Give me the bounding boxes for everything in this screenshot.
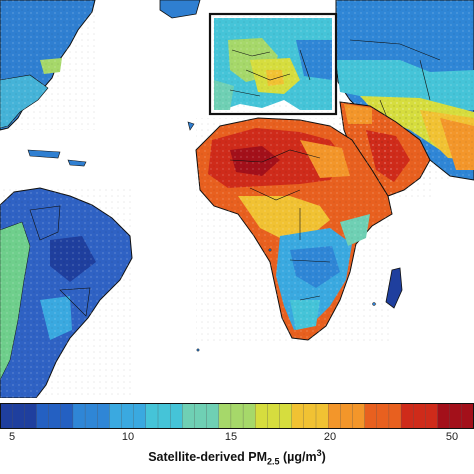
colorbar-cell [376, 403, 390, 429]
arctic-region [159, 0, 201, 131]
colorbar-cell [157, 403, 171, 429]
colorbar-tick-50: 50 [445, 431, 459, 443]
colorbar-cell [194, 403, 208, 429]
colorbar-tick-20: 20 [323, 431, 337, 443]
colorbar-cell [0, 403, 13, 429]
colorbar-cell [97, 403, 111, 429]
colorbar-cell [449, 403, 463, 429]
colorbar-cell [206, 403, 220, 429]
world-pm25-map [0, 0, 474, 398]
legend-title-unit-prefix: (µg/m [279, 450, 317, 465]
colorbar-cell [267, 403, 281, 429]
legend-title-unit-suffix: ) [321, 450, 326, 465]
asia-region [335, 0, 474, 181]
colorbar-cell [109, 403, 123, 429]
colorbar-cells [0, 403, 474, 429]
pm25-colorbar [0, 403, 474, 429]
colorbar-cell [437, 403, 451, 429]
small-islands [196, 248, 376, 352]
colorbar-cell [218, 403, 232, 429]
colorbar-cell [291, 403, 305, 429]
colorbar-cell [303, 403, 317, 429]
colorbar-cell [327, 403, 341, 429]
legend-title-unit-superscript: 3 [316, 448, 322, 458]
colorbar-cell [145, 403, 159, 429]
colorbar-cell [182, 403, 196, 429]
colorbar-tick-10: 10 [121, 431, 135, 443]
africa-region [195, 117, 403, 342]
colorbar-cell [400, 403, 414, 429]
colorbar-cell [169, 403, 183, 429]
colorbar-cell [242, 403, 256, 429]
colorbar-cell [230, 403, 244, 429]
colorbar-tick-5: 5 [8, 431, 16, 443]
south-america-region [0, 187, 133, 398]
colorbar-cell [60, 403, 74, 429]
colorbar-title: Satellite-derived PM2.5 (µg/m3) [0, 448, 474, 467]
colorbar-cell [121, 403, 135, 429]
colorbar-cell [388, 403, 402, 429]
colorbar-cell [11, 403, 25, 429]
colorbar-cell [352, 403, 366, 429]
colorbar-cell [279, 403, 293, 429]
europe-inset [208, 12, 338, 116]
colorbar-cell [425, 403, 439, 429]
colorbar-cell [24, 403, 38, 429]
legend-title-prefix: Satellite-derived PM [148, 450, 268, 465]
colorbar-cell [364, 403, 378, 429]
colorbar-cell [461, 403, 474, 429]
colorbar-cell [48, 403, 62, 429]
colorbar-tick-15: 15 [224, 431, 238, 443]
caribbean-islands [27, 149, 87, 167]
colorbar-cell [255, 403, 269, 429]
north-america-region [0, 0, 96, 131]
colorbar-cell [413, 403, 427, 429]
colorbar-cell [133, 403, 147, 429]
colorbar-cell [72, 403, 86, 429]
colorbar-cell [84, 403, 98, 429]
colorbar-cell [340, 403, 354, 429]
legend-title-subscript: 2.5 [267, 456, 280, 467]
colorbar-cell [315, 403, 329, 429]
colorbar-cell [36, 403, 50, 429]
